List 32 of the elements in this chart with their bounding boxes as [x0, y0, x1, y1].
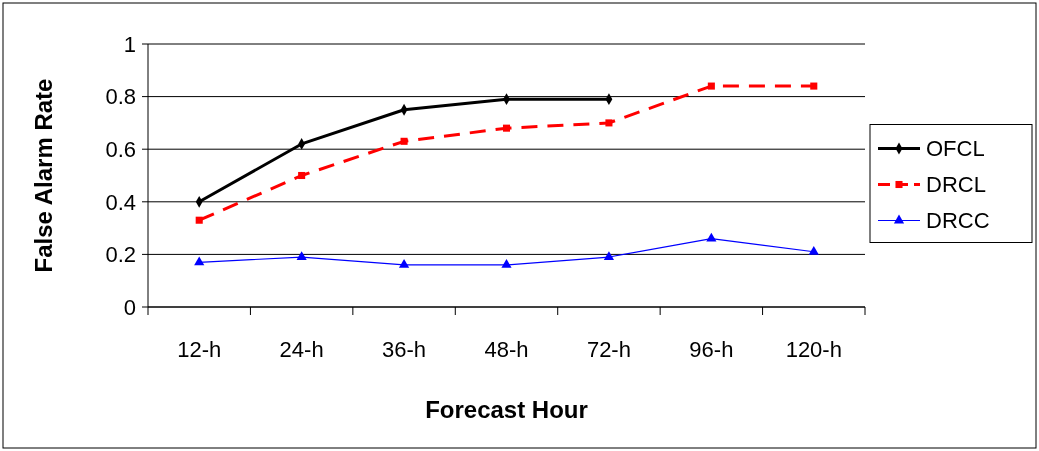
y-tick-label: 0 — [123, 294, 136, 320]
point — [810, 82, 818, 90]
point — [194, 256, 205, 266]
y-tick-label: 1 — [123, 31, 136, 57]
x-tick-label: 24-h — [279, 337, 324, 362]
x-tick-label: 12-h — [177, 337, 222, 362]
legend-label: DRCC — [926, 208, 990, 234]
x-axis-title: Forecast Hour — [425, 396, 588, 423]
point — [195, 216, 203, 224]
point — [808, 245, 819, 255]
x-tick-label: 48-h — [484, 337, 529, 362]
point — [501, 259, 512, 268]
legend-label: DRCL — [926, 172, 986, 198]
y-axis-title: False Alarm Rate — [30, 78, 57, 273]
point — [603, 251, 615, 260]
x-tick-label: 72-h — [586, 337, 631, 362]
x-tick-label: 36-h — [382, 337, 427, 362]
point — [400, 137, 408, 145]
y-tick-label: 0.4 — [105, 189, 136, 215]
y-tick-label: 0.2 — [105, 242, 136, 268]
point — [605, 119, 613, 127]
point — [706, 232, 717, 242]
point — [502, 124, 511, 132]
y-tick-label: 0.8 — [105, 84, 136, 110]
point — [707, 82, 715, 90]
x-tick-label: 96-h — [689, 337, 734, 362]
y-tick-label: 0.6 — [105, 136, 136, 162]
legend-label: OFCL — [926, 136, 985, 162]
point — [398, 259, 410, 268]
point — [298, 171, 306, 180]
point — [296, 251, 307, 260]
x-tick-label: 120-h — [785, 337, 842, 362]
